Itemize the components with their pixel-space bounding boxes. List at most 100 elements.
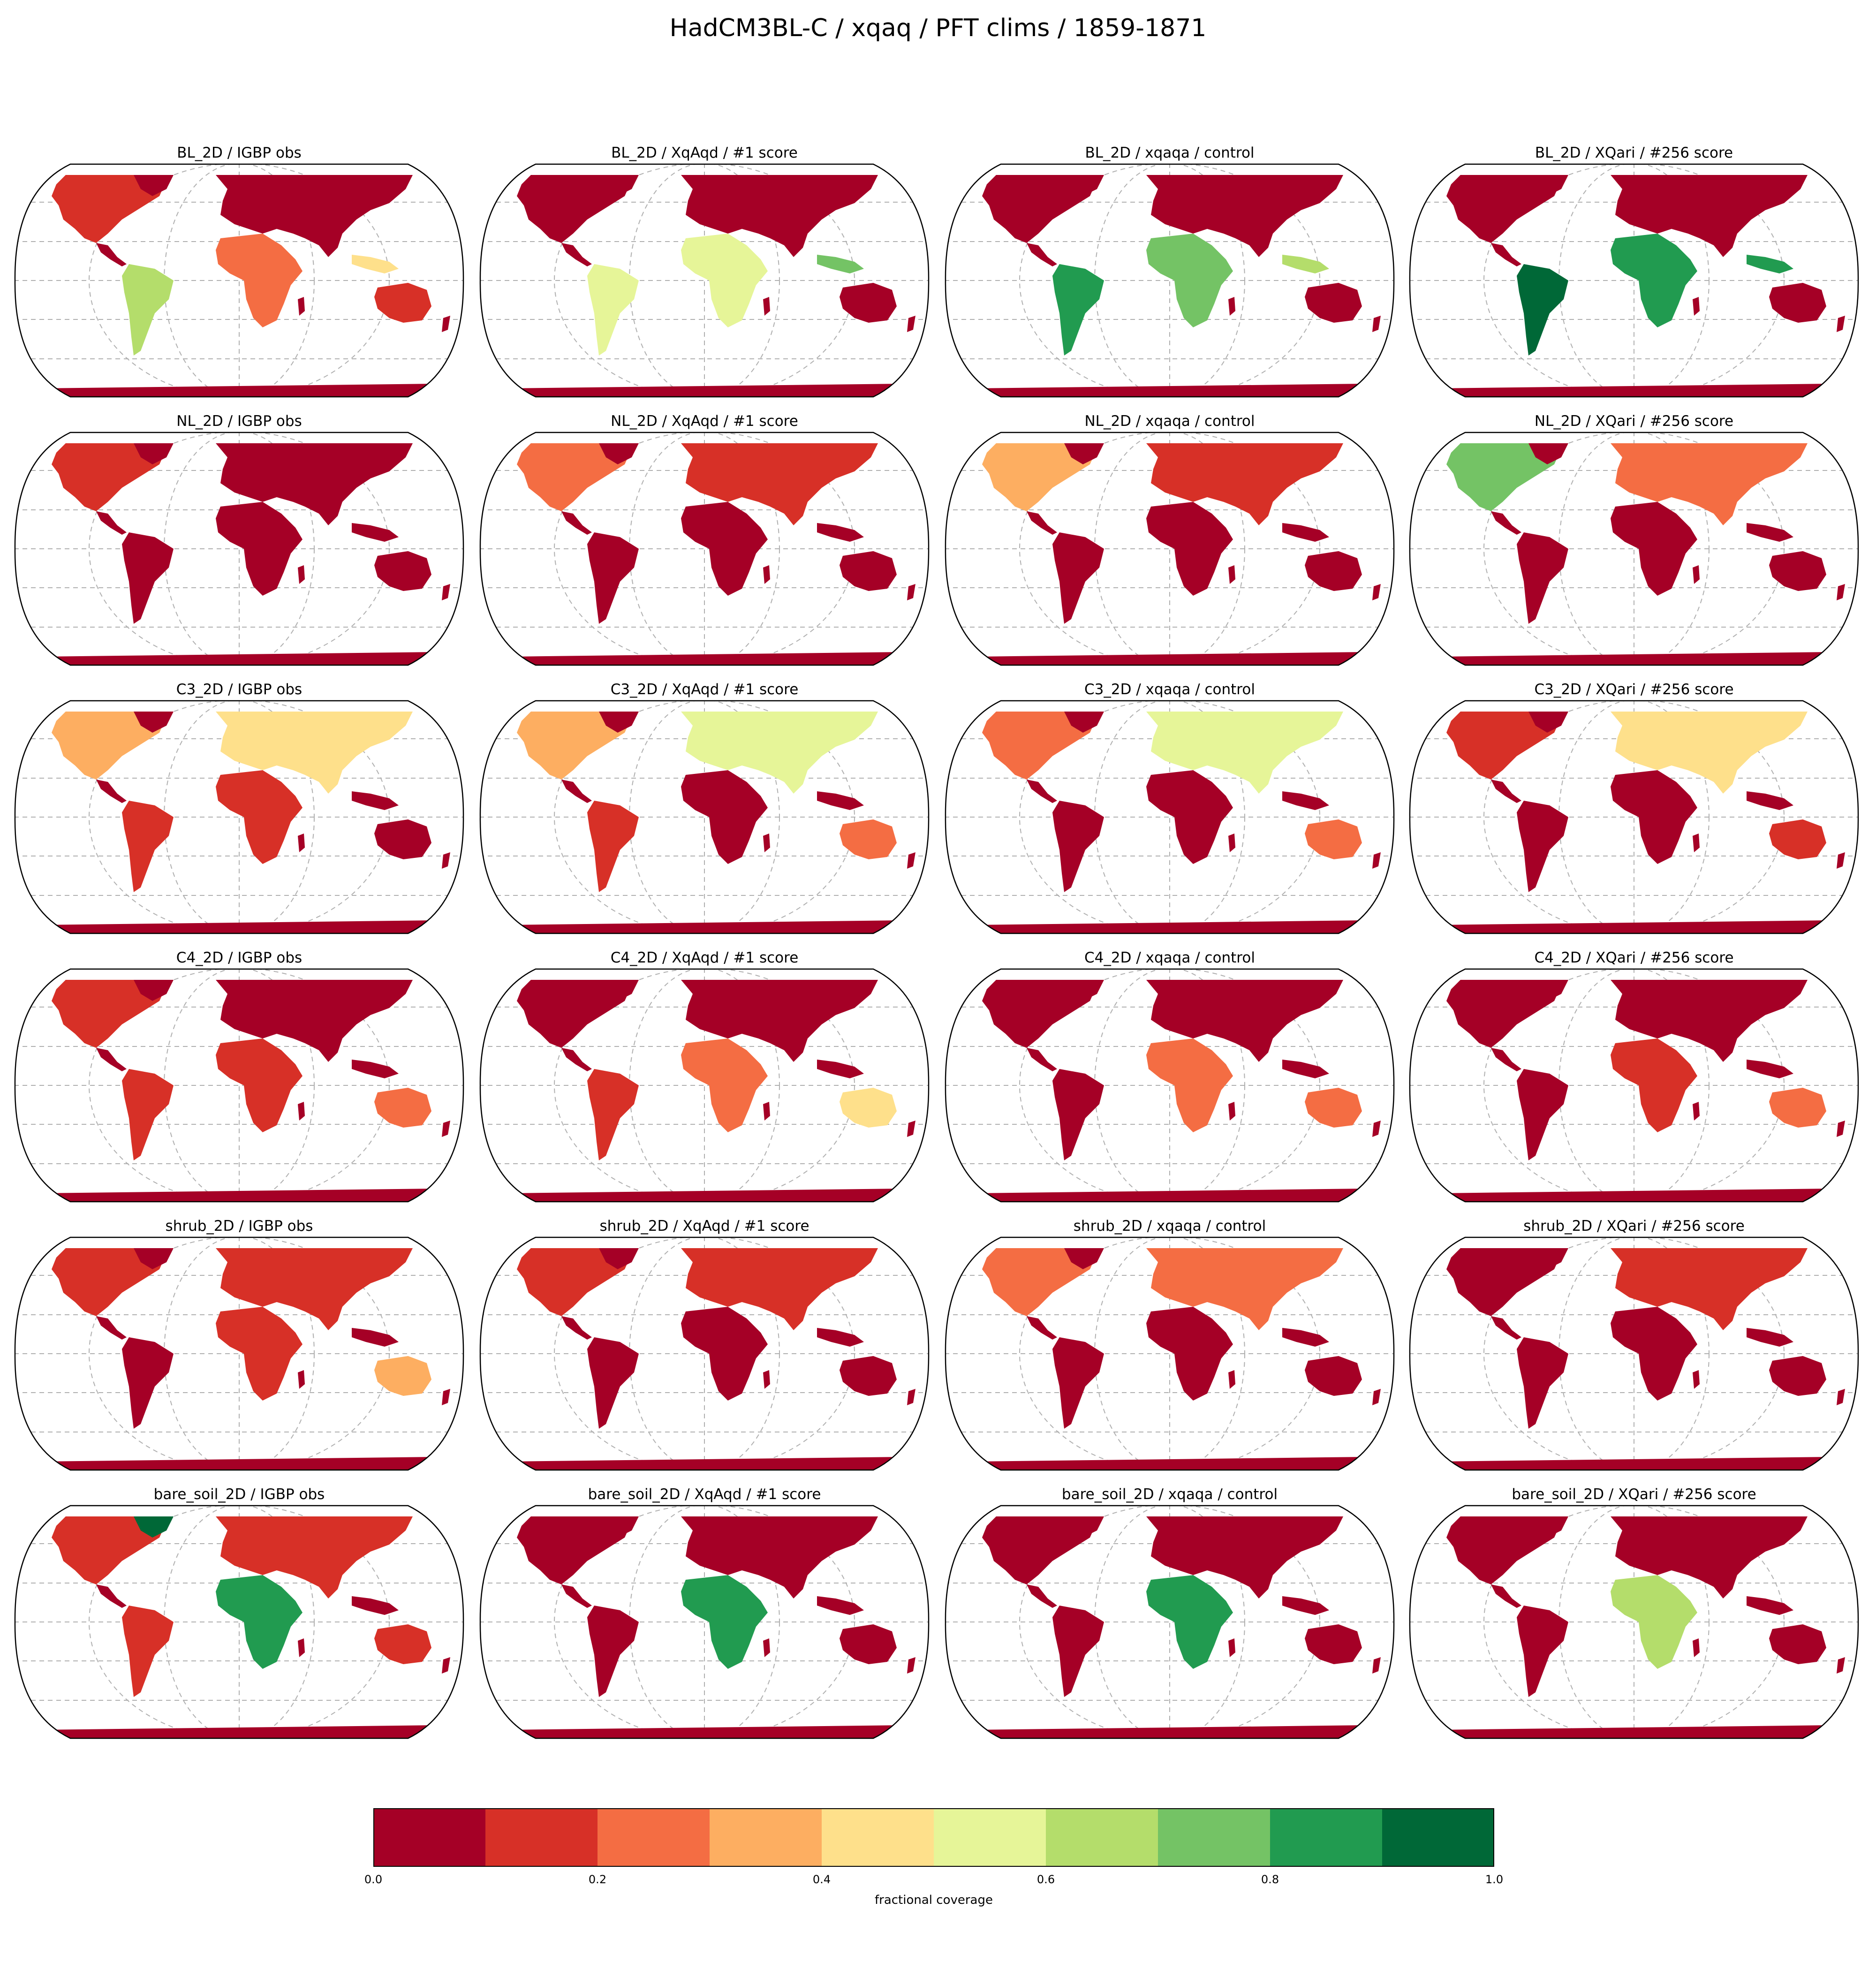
land-region-antarctica — [498, 1725, 911, 1738]
land-region-greenland — [134, 175, 174, 196]
land-region-northAmerica — [517, 175, 634, 243]
land-region-centralAmerica — [96, 780, 127, 803]
land-region-africa — [1611, 1038, 1697, 1132]
colorbar-border — [373, 1808, 1494, 1867]
land-region-centralAmerica — [1491, 243, 1521, 266]
colorbar-segment — [710, 1808, 822, 1867]
land-region-madagascar — [763, 565, 770, 584]
meridian-gridline — [554, 1506, 855, 1738]
land-region-madagascar — [763, 1638, 770, 1657]
meridian-gridline — [554, 164, 855, 397]
land-region-greenland — [1528, 1248, 1568, 1269]
land-region-greenland — [134, 1516, 174, 1538]
colorbar-segment — [1270, 1808, 1383, 1867]
land-region-antarctica — [498, 384, 911, 397]
land-region-newZealand — [907, 316, 915, 332]
world-map — [1409, 1505, 1859, 1739]
land-region-africa — [681, 770, 768, 864]
meridian-gridline — [89, 701, 390, 933]
colorbar-tick-5: 1.0 — [1485, 1873, 1504, 1886]
land-region-centralAmerica — [561, 1316, 592, 1340]
land-region-antarctica — [963, 384, 1376, 397]
land-region-greenland — [1064, 175, 1104, 196]
land-region-newZealand — [1837, 1657, 1845, 1674]
land-region-eurasia — [681, 712, 878, 794]
map-panel: C4_2D / IGBP obs — [14, 949, 464, 1212]
land-region-newZealand — [442, 852, 450, 869]
colorbar-segment — [598, 1808, 710, 1867]
land-region-newZealand — [442, 1389, 450, 1405]
land-region-centralAmerica — [1491, 1584, 1521, 1608]
land-region-centralAmerica — [561, 511, 592, 535]
land-region-greenland — [599, 980, 639, 1001]
world-map — [945, 432, 1395, 666]
colorbar-segment — [934, 1808, 1046, 1867]
map-outline — [14, 432, 464, 666]
land-region-antarctica — [33, 1725, 446, 1738]
land-region-eurasia — [1146, 712, 1343, 794]
panel-title: C3_2D / XQari / #256 score — [1534, 681, 1734, 698]
land-region-centralAmerica — [1491, 1048, 1521, 1071]
land-region-africa — [1146, 1307, 1233, 1401]
land-region-indonesia — [352, 1596, 399, 1615]
land-region-indonesia — [1747, 523, 1793, 542]
map-panel: shrub_2D / IGBP obs — [14, 1218, 464, 1480]
land-region-australia — [840, 1088, 897, 1128]
land-region-madagascar — [298, 1638, 305, 1657]
land-region-australia — [1769, 1088, 1826, 1128]
land-region-australia — [374, 551, 431, 591]
land-region-africa — [216, 770, 303, 864]
land-region-indonesia — [817, 1060, 864, 1078]
land-region-madagascar — [1693, 297, 1700, 316]
land-region-southAmerica — [1052, 532, 1104, 624]
map-outline — [479, 1236, 930, 1471]
colorbar-tick-1: 0.2 — [588, 1873, 607, 1886]
world-map — [945, 968, 1395, 1203]
land-region-newZealand — [1372, 852, 1381, 869]
land-region-antarctica — [498, 920, 911, 933]
land-region-africa — [681, 1307, 768, 1401]
land-region-indonesia — [1282, 791, 1329, 810]
land-region-northAmerica — [517, 443, 634, 511]
panel-title: C3_2D / XqAqd / #1 score — [610, 681, 799, 698]
land-region-greenland — [134, 712, 174, 733]
land-region-australia — [840, 1624, 897, 1664]
map-panel: NL_2D / xqaqa / control — [945, 413, 1395, 675]
land-region-africa — [1611, 234, 1697, 327]
land-region-centralAmerica — [1491, 511, 1521, 535]
land-region-madagascar — [1693, 1370, 1700, 1389]
colorbar-segment — [822, 1808, 934, 1867]
map-outline — [945, 968, 1395, 1203]
land-region-southAmerica — [122, 1606, 174, 1697]
land-region-indonesia — [352, 255, 399, 273]
world-map — [945, 163, 1395, 398]
map-outline — [14, 968, 464, 1203]
land-region-indonesia — [1282, 1060, 1329, 1078]
land-region-northAmerica — [517, 1516, 634, 1584]
map-panel: C4_2D / XqAqd / #1 score — [479, 949, 930, 1212]
land-region-antarctica — [498, 1457, 911, 1470]
meridian-gridline — [89, 1506, 390, 1738]
land-region-northAmerica — [52, 175, 169, 243]
land-region-africa — [681, 1038, 768, 1132]
land-region-eurasia — [216, 175, 413, 257]
figure-title: HadCM3BL-C / xqaq / PFT clims / 1859-187… — [669, 14, 1207, 42]
meridian-gridline — [554, 1237, 855, 1470]
panel-title: shrub_2D / XQari / #256 score — [1523, 1218, 1745, 1235]
map-outline — [1409, 700, 1859, 934]
meridian-gridline — [1483, 164, 1785, 397]
land-region-antarctica — [498, 1189, 911, 1202]
land-region-eurasia — [216, 1248, 413, 1330]
map-panel: C3_2D / XqAqd / #1 score — [479, 681, 930, 944]
land-region-greenland — [599, 443, 639, 464]
land-region-newZealand — [1837, 1121, 1845, 1137]
land-region-newZealand — [1837, 316, 1845, 332]
panel-title: C3_2D / IGBP obs — [176, 681, 303, 698]
panel-title: shrub_2D / XqAqd / #1 score — [599, 1218, 809, 1235]
land-region-indonesia — [352, 1060, 399, 1078]
land-region-newZealand — [907, 584, 915, 600]
land-region-newZealand — [442, 1657, 450, 1674]
land-region-greenland — [599, 175, 639, 196]
land-region-antarctica — [963, 1457, 1376, 1470]
land-region-newZealand — [442, 316, 450, 332]
